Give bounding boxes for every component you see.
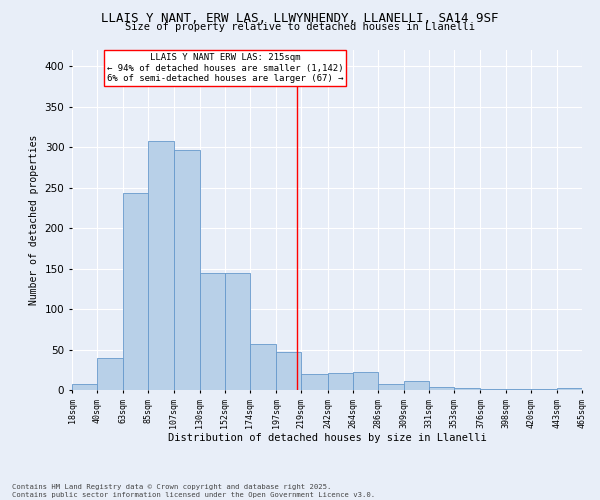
Bar xyxy=(173,150,200,390)
Bar xyxy=(506,389,530,390)
Bar xyxy=(404,381,429,390)
Bar xyxy=(454,388,481,390)
Text: LLAIS Y NANT ERW LAS: 215sqm
← 94% of detached houses are smaller (1,142)
6% of : LLAIS Y NANT ERW LAS: 215sqm ← 94% of de… xyxy=(107,54,343,83)
Text: LLAIS Y NANT, ERW LAS, LLWYNHENDY, LLANELLI, SA14 9SF: LLAIS Y NANT, ERW LAS, LLWYNHENDY, LLANE… xyxy=(101,12,499,26)
Bar xyxy=(124,194,148,390)
Bar xyxy=(276,352,301,390)
Bar xyxy=(72,384,97,390)
Bar xyxy=(530,389,557,390)
Text: Size of property relative to detached houses in Llanelli: Size of property relative to detached ho… xyxy=(125,22,475,32)
Bar xyxy=(353,372,378,390)
Bar xyxy=(481,389,506,390)
Bar xyxy=(301,374,328,390)
Bar xyxy=(225,274,250,390)
Bar xyxy=(97,358,124,390)
X-axis label: Distribution of detached houses by size in Llanelli: Distribution of detached houses by size … xyxy=(167,433,487,443)
Bar xyxy=(148,140,173,390)
Bar xyxy=(378,384,404,390)
Bar xyxy=(557,388,582,390)
Bar xyxy=(429,387,454,390)
Text: Contains HM Land Registry data © Crown copyright and database right 2025.
Contai: Contains HM Land Registry data © Crown c… xyxy=(12,484,375,498)
Bar xyxy=(328,373,353,390)
Bar xyxy=(250,344,276,390)
Bar xyxy=(200,274,225,390)
Y-axis label: Number of detached properties: Number of detached properties xyxy=(29,135,39,305)
